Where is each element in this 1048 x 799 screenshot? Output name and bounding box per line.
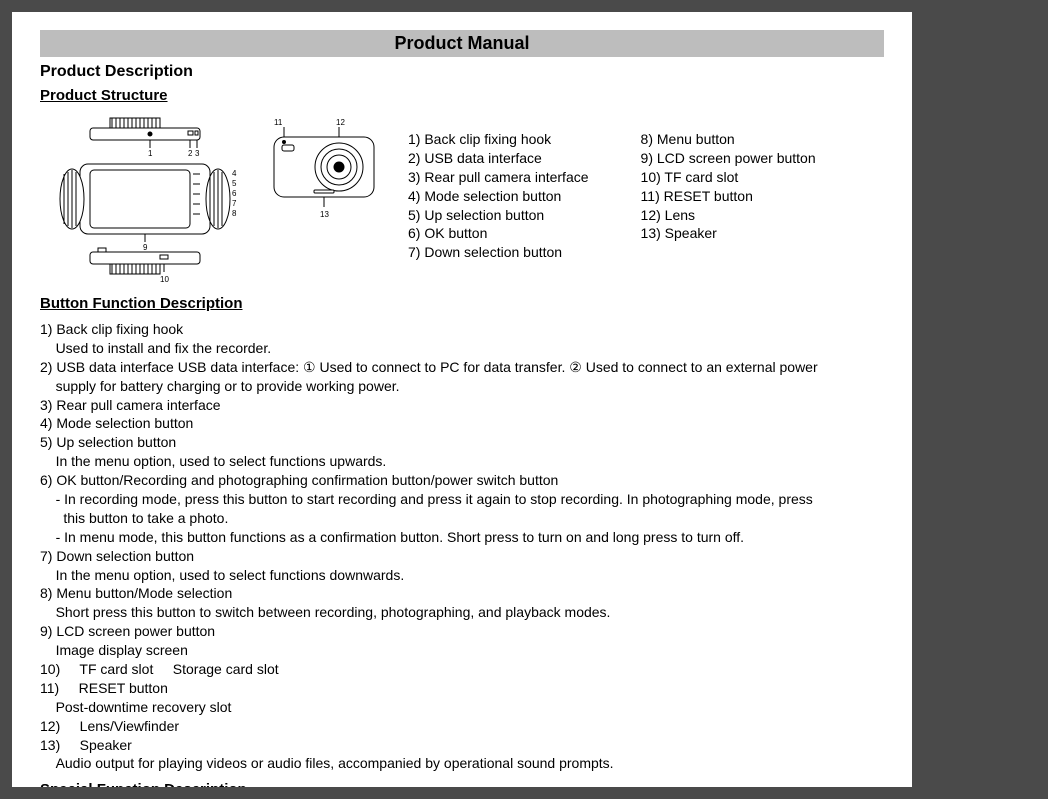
desc-line: Used to install and fix the recorder. xyxy=(40,339,884,358)
diagram-front-view: 11 12 13 xyxy=(264,112,384,235)
parts-item: 11) RESET button xyxy=(641,187,816,206)
callout-11: 11 xyxy=(274,118,283,127)
desc-line: 7) Down selection button xyxy=(40,547,884,566)
callout-6: 6 xyxy=(232,189,237,198)
manual-page: Product Manual Product Description Produ… xyxy=(12,12,912,787)
callout-10: 10 xyxy=(160,275,169,282)
desc-line: Image display screen xyxy=(40,641,884,660)
page-title: Product Manual xyxy=(40,30,884,57)
parts-item: 7) Down selection button xyxy=(408,243,589,262)
device-diagram-views: 1 2 3 xyxy=(40,112,240,282)
desc-line: 4) Mode selection button xyxy=(40,414,884,433)
parts-item: 3) Rear pull camera interface xyxy=(408,168,589,187)
desc-line: this button to take a photo. xyxy=(40,509,884,528)
callout-8: 8 xyxy=(232,209,237,218)
parts-column-right: 8) Menu button9) LCD screen power button… xyxy=(641,130,816,262)
desc-line: 6) OK button/Recording and photographing… xyxy=(40,471,884,490)
parts-column-left: 1) Back clip fixing hook2) USB data inte… xyxy=(408,130,589,262)
desc-line: - In menu mode, this button functions as… xyxy=(40,528,884,547)
parts-item: 13) Speaker xyxy=(641,224,816,243)
callout-12: 12 xyxy=(336,118,345,127)
parts-item: 4) Mode selection button xyxy=(408,187,589,206)
parts-item: 12) Lens xyxy=(641,206,816,225)
structure-row: 1 2 3 xyxy=(40,112,884,285)
desc-line: 9) LCD screen power button xyxy=(40,622,884,641)
parts-item: 2) USB data interface xyxy=(408,149,589,168)
desc-line: 10) TF card slot Storage card slot xyxy=(40,660,884,679)
heading-product-description: Product Description xyxy=(40,63,884,81)
callout-4: 4 xyxy=(232,169,237,178)
button-function-body: 1) Back clip fixing hook Used to install… xyxy=(40,320,884,773)
parts-item: 8) Menu button xyxy=(641,130,816,149)
desc-line: 3) Rear pull camera interface xyxy=(40,396,884,415)
desc-line: Audio output for playing videos or audio… xyxy=(40,754,884,773)
callout-9: 9 xyxy=(143,243,148,252)
desc-line: Post-downtime recovery slot xyxy=(40,698,884,717)
parts-item: 5) Up selection button xyxy=(408,206,589,225)
desc-line: Short press this button to switch betwee… xyxy=(40,603,884,622)
callout-13: 13 xyxy=(320,210,329,219)
desc-line: 12) Lens/Viewfinder xyxy=(40,717,884,736)
callout-2: 2 xyxy=(188,149,193,158)
parts-item: 10) TF card slot xyxy=(641,168,816,187)
desc-line: 13) Speaker xyxy=(40,736,884,755)
desc-line: - In recording mode, press this button t… xyxy=(40,490,884,509)
desc-line: In the menu option, used to select funct… xyxy=(40,452,884,471)
heading-special-function: Special Function Description xyxy=(40,781,884,787)
callout-1: 1 xyxy=(148,149,153,158)
device-front-svg: 11 12 13 xyxy=(264,112,384,232)
desc-line: 8) Menu button/Mode selection xyxy=(40,584,884,603)
callout-3: 3 xyxy=(195,149,200,158)
desc-line: 5) Up selection button xyxy=(40,433,884,452)
diagram-stack-left: 1 2 3 xyxy=(40,112,240,285)
heading-product-structure: Product Structure xyxy=(40,87,884,104)
heading-button-function: Button Function Description xyxy=(40,295,884,312)
parts-item: 9) LCD screen power button xyxy=(641,149,816,168)
desc-line: 11) RESET button xyxy=(40,679,884,698)
desc-line: In the menu option, used to select funct… xyxy=(40,566,884,585)
desc-line: supply for battery charging or to provid… xyxy=(40,377,884,396)
parts-item: 6) OK button xyxy=(408,224,589,243)
desc-line: 2) USB data interface USB data interface… xyxy=(40,358,884,377)
parts-list: 1) Back clip fixing hook2) USB data inte… xyxy=(408,112,816,262)
callout-5: 5 xyxy=(232,179,237,188)
desc-line: 1) Back clip fixing hook xyxy=(40,320,884,339)
parts-item: 1) Back clip fixing hook xyxy=(408,130,589,149)
callout-7: 7 xyxy=(232,199,237,208)
